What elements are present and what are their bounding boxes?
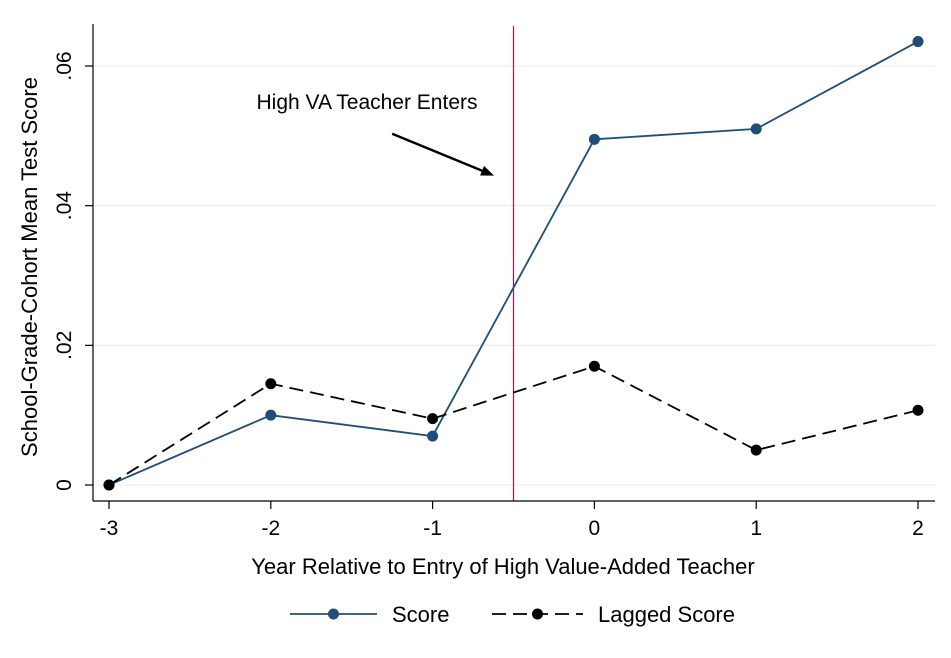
x-tick-label-1: -2 <box>261 517 280 540</box>
legend-label-score: Score <box>392 602 449 627</box>
data-point-lagged-score-2 <box>427 413 439 425</box>
data-point-lagged-score-3 <box>588 360 600 372</box>
legend-label-lagged-score: Lagged Score <box>598 602 735 627</box>
data-point-lagged-score-5 <box>912 404 924 416</box>
x-tick-label-2: -1 <box>423 517 442 540</box>
data-point-lagged-score-0 <box>103 479 115 491</box>
data-point-score-5 <box>912 36 924 48</box>
y-tick-label-2: .04 <box>53 191 76 221</box>
data-point-lagged-score-4 <box>750 444 762 456</box>
axes: 0 .02 .04 .06 -3 -2 -1 0 1 2 <box>53 24 935 540</box>
data-point-score-3 <box>588 133 600 145</box>
x-tick-label-3: 0 <box>589 517 601 540</box>
legend: Score Lagged Score <box>290 602 735 627</box>
series <box>103 36 924 491</box>
y-tick-label-0: 0 <box>53 479 76 491</box>
data-point-score-2 <box>427 430 439 442</box>
x-tick-label-0: -3 <box>100 517 119 540</box>
x-axis-title: Year Relative to Entry of High Value-Add… <box>251 554 754 579</box>
annotation: High VA Teacher Enters <box>256 91 495 176</box>
legend-marker-lagged-score <box>532 608 543 620</box>
annotation-arrow-head <box>480 165 495 176</box>
annotation-arrow-shaft <box>391 132 485 173</box>
annotation-text: High VA Teacher Enters <box>256 91 477 114</box>
data-point-score-4 <box>750 123 762 135</box>
data-point-score-1 <box>265 409 277 421</box>
y-tick-label-1: .02 <box>53 331 76 360</box>
y-axis-title: School-Grade-Cohort Mean Test Score <box>17 77 42 457</box>
y-tick-label-3: .06 <box>53 51 76 80</box>
series-line-lagged-score <box>108 365 919 486</box>
data-point-lagged-score-1 <box>265 378 277 390</box>
x-tick-label-4: 1 <box>750 517 762 540</box>
grid <box>94 65 935 486</box>
x-tick-label-5: 2 <box>912 517 924 540</box>
legend-marker-score <box>328 608 339 620</box>
series-line-score <box>108 40 919 486</box>
